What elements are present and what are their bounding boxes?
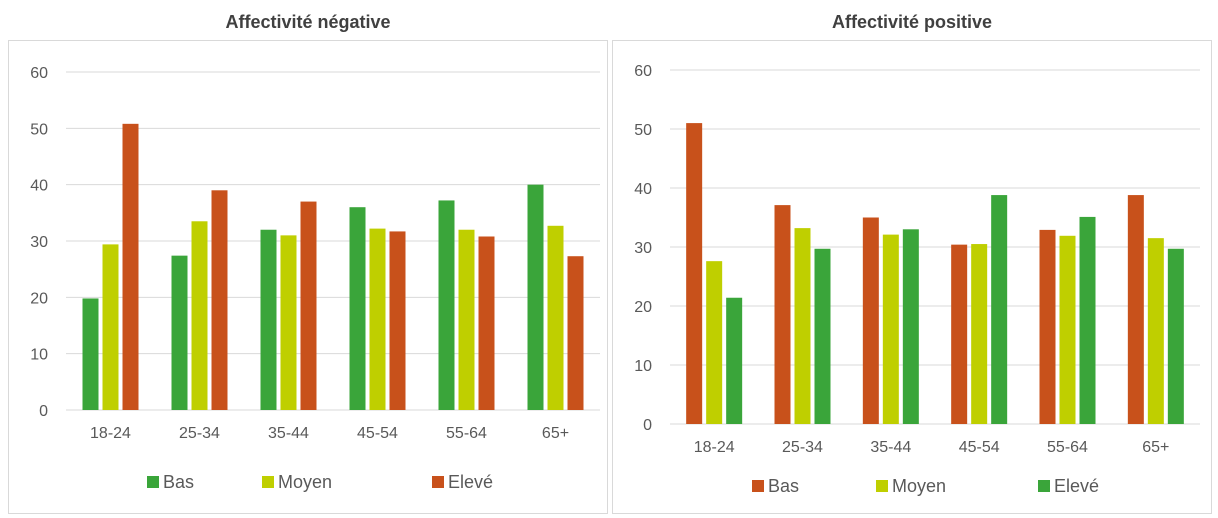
- x-tick-negative-18-24: 18-24: [90, 425, 131, 442]
- bar-negative-35-44-Bas: [260, 229, 277, 410]
- bar-negative-55-64-Moyen: [458, 229, 475, 410]
- x-tick-positive-35-44: 35-44: [870, 439, 911, 456]
- x-tick-positive-45-54: 45-54: [959, 439, 1000, 456]
- x-tick-positive-65+: 65+: [1142, 439, 1169, 456]
- bar-negative-18-24-Moyen: [102, 244, 119, 410]
- legend-swatch-positive-Moyen: [876, 480, 888, 492]
- bar-positive-35-44-Bas: [862, 217, 879, 424]
- y-tick-negative-60: 60: [30, 65, 48, 82]
- bar-negative-18-24-Elevé: [122, 123, 139, 411]
- bar-positive-65+-Moyen: [1147, 238, 1164, 424]
- bar-positive-65+-Elevé: [1167, 248, 1184, 424]
- bar-positive-45-54-Elevé: [991, 195, 1008, 424]
- bar-positive-55-64-Bas: [1039, 229, 1056, 424]
- legend-swatch-negative-Bas: [147, 476, 159, 488]
- bar-positive-35-44-Moyen: [882, 234, 899, 424]
- y-tick-positive-30: 30: [634, 240, 652, 257]
- y-tick-positive-60: 60: [634, 63, 652, 80]
- legend-label-positive-Elevé: Elevé: [1054, 476, 1099, 496]
- bar-positive-55-64-Elevé: [1079, 216, 1096, 424]
- x-tick-negative-35-44: 35-44: [268, 425, 309, 442]
- legend-label-negative-Bas: Bas: [163, 472, 194, 492]
- bar-positive-45-54-Bas: [951, 244, 968, 424]
- legend-label-negative-Moyen: Moyen: [278, 472, 332, 492]
- bar-negative-45-54-Moyen: [369, 228, 386, 410]
- bar-positive-25-34-Elevé: [814, 248, 831, 424]
- y-tick-negative-40: 40: [30, 178, 48, 195]
- y-tick-positive-0: 0: [643, 417, 652, 434]
- legend-swatch-negative-Elevé: [432, 476, 444, 488]
- chart-frame-negative: [8, 40, 608, 514]
- legend-label-positive-Moyen: Moyen: [892, 476, 946, 496]
- x-tick-negative-45-54: 45-54: [357, 425, 398, 442]
- bar-negative-65+-Elevé: [567, 256, 584, 410]
- bar-positive-25-34-Moyen: [794, 228, 811, 424]
- bar-negative-35-44-Elevé: [300, 201, 317, 410]
- bar-negative-35-44-Moyen: [280, 235, 297, 410]
- bar-positive-35-44-Elevé: [902, 229, 919, 424]
- bar-positive-45-54-Moyen: [971, 244, 988, 424]
- bar-negative-45-54-Bas: [349, 207, 366, 410]
- y-tick-positive-50: 50: [634, 122, 652, 139]
- bar-negative-25-34-Bas: [171, 255, 188, 410]
- y-tick-positive-20: 20: [634, 299, 652, 316]
- y-tick-positive-10: 10: [634, 358, 652, 375]
- bar-negative-55-64-Bas: [438, 200, 455, 410]
- bar-positive-18-24-Moyen: [706, 261, 723, 424]
- legend-swatch-negative-Moyen: [262, 476, 274, 488]
- y-tick-negative-30: 30: [30, 234, 48, 251]
- y-tick-negative-0: 0: [39, 403, 48, 420]
- x-tick-positive-25-34: 25-34: [782, 439, 823, 456]
- x-tick-negative-55-64: 55-64: [446, 425, 487, 442]
- legend-swatch-positive-Elevé: [1038, 480, 1050, 492]
- bar-negative-65+-Moyen: [547, 225, 564, 410]
- bar-negative-45-54-Elevé: [389, 231, 406, 410]
- bar-negative-25-34-Elevé: [211, 190, 228, 410]
- bar-positive-65+-Bas: [1127, 195, 1144, 424]
- x-tick-negative-25-34: 25-34: [179, 425, 220, 442]
- legend-swatch-positive-Bas: [752, 480, 764, 492]
- bar-negative-65+-Bas: [527, 184, 544, 410]
- y-tick-negative-10: 10: [30, 347, 48, 364]
- legend-label-positive-Bas: Bas: [768, 476, 799, 496]
- bar-positive-18-24-Elevé: [726, 297, 743, 424]
- y-tick-negative-20: 20: [30, 290, 48, 307]
- x-tick-negative-65+: 65+: [542, 425, 569, 442]
- legend-label-negative-Elevé: Elevé: [448, 472, 493, 492]
- chart-title-negative: Affectivité négative: [225, 12, 391, 32]
- y-tick-negative-50: 50: [30, 121, 48, 138]
- bar-positive-18-24-Bas: [686, 123, 703, 424]
- bar-negative-55-64-Elevé: [478, 236, 495, 410]
- y-tick-positive-40: 40: [634, 181, 652, 198]
- chart-title-positive: Affectivité positive: [831, 12, 993, 32]
- chart-frame-positive: [612, 40, 1212, 514]
- x-tick-positive-18-24: 18-24: [694, 439, 735, 456]
- bar-negative-18-24-Bas: [82, 298, 99, 410]
- x-tick-positive-55-64: 55-64: [1047, 439, 1088, 456]
- bar-positive-55-64-Moyen: [1059, 235, 1076, 424]
- bar-positive-25-34-Bas: [774, 205, 791, 424]
- bar-negative-25-34-Moyen: [191, 221, 208, 410]
